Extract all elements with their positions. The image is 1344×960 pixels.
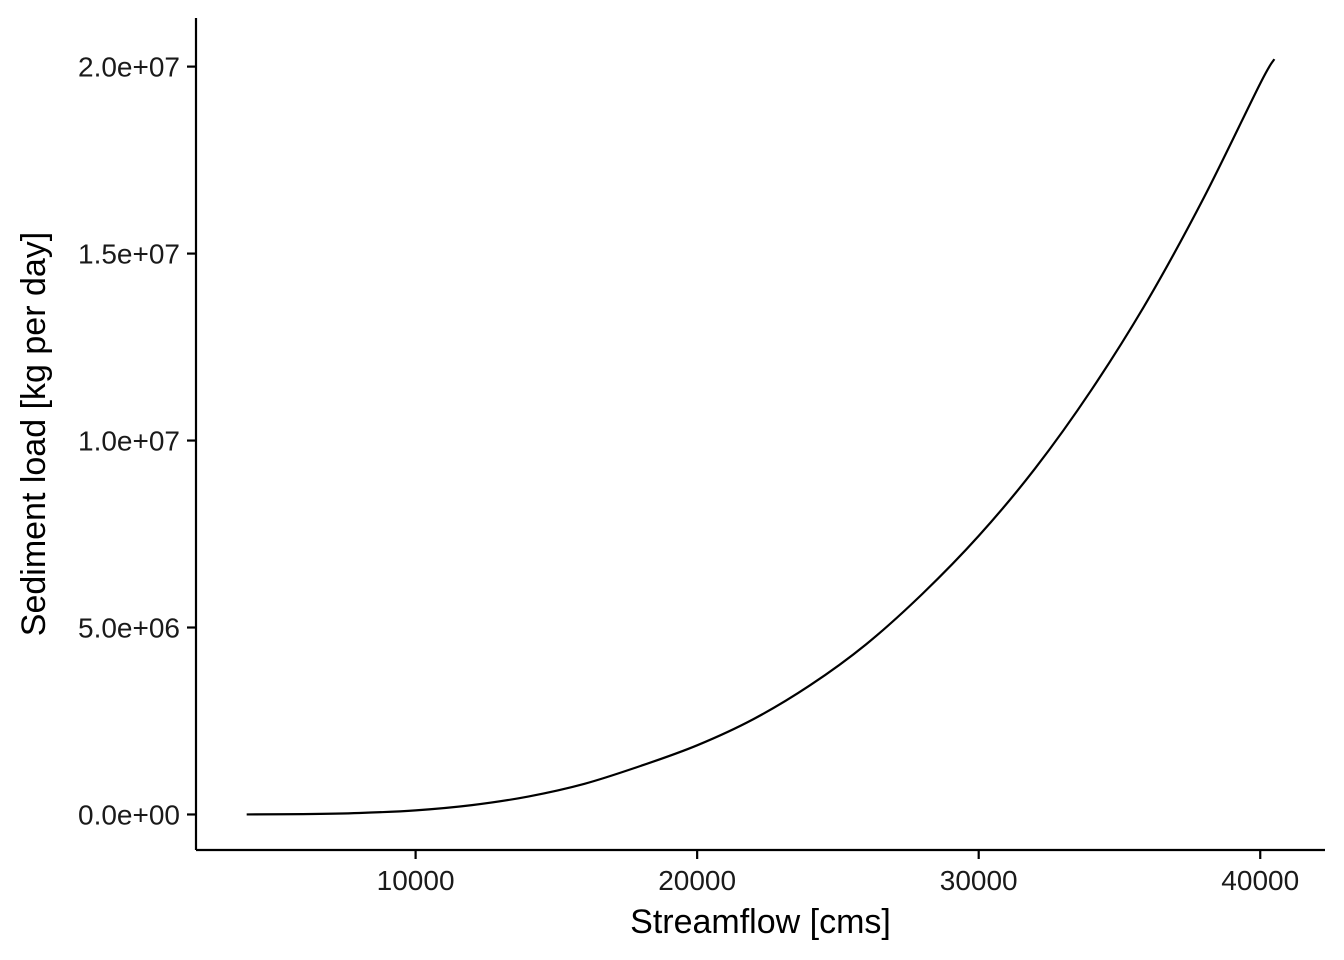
series-line <box>246 58 1276 816</box>
x-tick-label: 30000 <box>940 865 1018 896</box>
series-layer <box>246 58 1276 816</box>
y-tick-label: 5.0e+06 <box>78 613 180 644</box>
y-tick-label: 0.0e+00 <box>78 799 180 830</box>
y-tick-label: 2.0e+07 <box>78 52 180 83</box>
y-tick-label: 1.0e+07 <box>78 426 180 457</box>
y-tick-label: 1.5e+07 <box>78 239 180 270</box>
y-axis-title: Sediment load [kg per day] <box>15 232 53 636</box>
x-tick-label: 20000 <box>658 865 736 896</box>
axes: 10000 20000 30000 40000 0.0e+00 5.0e+06 1.0e+0… <box>78 18 1325 896</box>
x-tick-label: 40000 <box>1221 865 1299 896</box>
x-axis-title: Streamflow [cms] <box>630 903 891 941</box>
x-tick-label: 10000 <box>377 865 455 896</box>
